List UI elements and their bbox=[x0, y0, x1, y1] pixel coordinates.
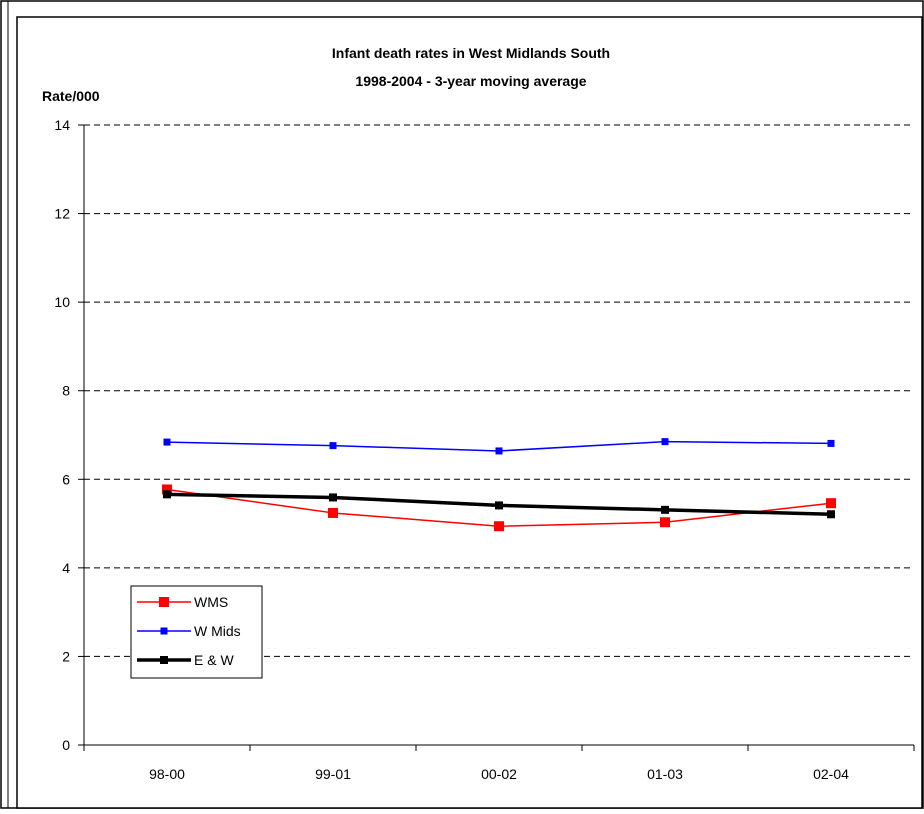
data-point bbox=[827, 439, 835, 447]
legend-label: WMS bbox=[194, 594, 228, 610]
y-tick-label: 2 bbox=[62, 648, 70, 664]
x-tick-labels: 98-00 99-01 00-02 01-03 02-04 bbox=[149, 766, 849, 782]
data-point bbox=[328, 507, 338, 518]
data-point bbox=[329, 442, 337, 450]
chart-title: Infant death rates in West Midlands Sout… bbox=[332, 45, 610, 61]
data-point bbox=[495, 447, 503, 455]
x-tick-label: 01-03 bbox=[647, 766, 683, 782]
y-tick-label: 10 bbox=[54, 294, 70, 310]
x-tick-label: 00-02 bbox=[481, 766, 517, 782]
y-tick-label: 0 bbox=[62, 737, 70, 753]
data-point bbox=[661, 438, 669, 446]
legend: WMS W Mids E & W bbox=[130, 585, 263, 679]
legend-label: E & W bbox=[194, 652, 234, 668]
legend-marker bbox=[160, 656, 168, 664]
data-point bbox=[163, 490, 171, 499]
y-tick-label: 8 bbox=[62, 383, 70, 399]
x-tick-label: 99-01 bbox=[315, 766, 351, 782]
y-tick-label: 4 bbox=[62, 560, 70, 576]
x-tick-label: 02-04 bbox=[813, 766, 849, 782]
x-tick-label: 98-00 bbox=[149, 766, 185, 782]
data-point bbox=[827, 510, 835, 519]
data-point bbox=[661, 505, 669, 514]
data-point bbox=[162, 484, 172, 495]
series-lines bbox=[162, 438, 836, 532]
data-point bbox=[329, 493, 337, 502]
y-tick-label: 6 bbox=[62, 471, 70, 487]
y-axis-label: Rate/000 bbox=[42, 88, 100, 104]
data-point bbox=[495, 501, 503, 510]
gridlines bbox=[84, 124, 914, 657]
data-point bbox=[660, 517, 670, 528]
data-point bbox=[163, 438, 171, 446]
chart-subtitle: 1998-2004 - 3-year moving average bbox=[355, 73, 586, 89]
data-point bbox=[494, 521, 504, 532]
axes bbox=[78, 124, 915, 751]
legend-marker bbox=[159, 597, 169, 607]
y-tick-label: 12 bbox=[54, 206, 70, 222]
legend-marker bbox=[160, 627, 168, 635]
chart-area-border bbox=[16, 16, 923, 809]
y-tick-label: 14 bbox=[54, 117, 70, 133]
legend-label: W Mids bbox=[194, 623, 241, 639]
data-point bbox=[826, 498, 836, 509]
y-tick-labels: 0 2 4 6 8 10 12 14 bbox=[54, 117, 70, 753]
